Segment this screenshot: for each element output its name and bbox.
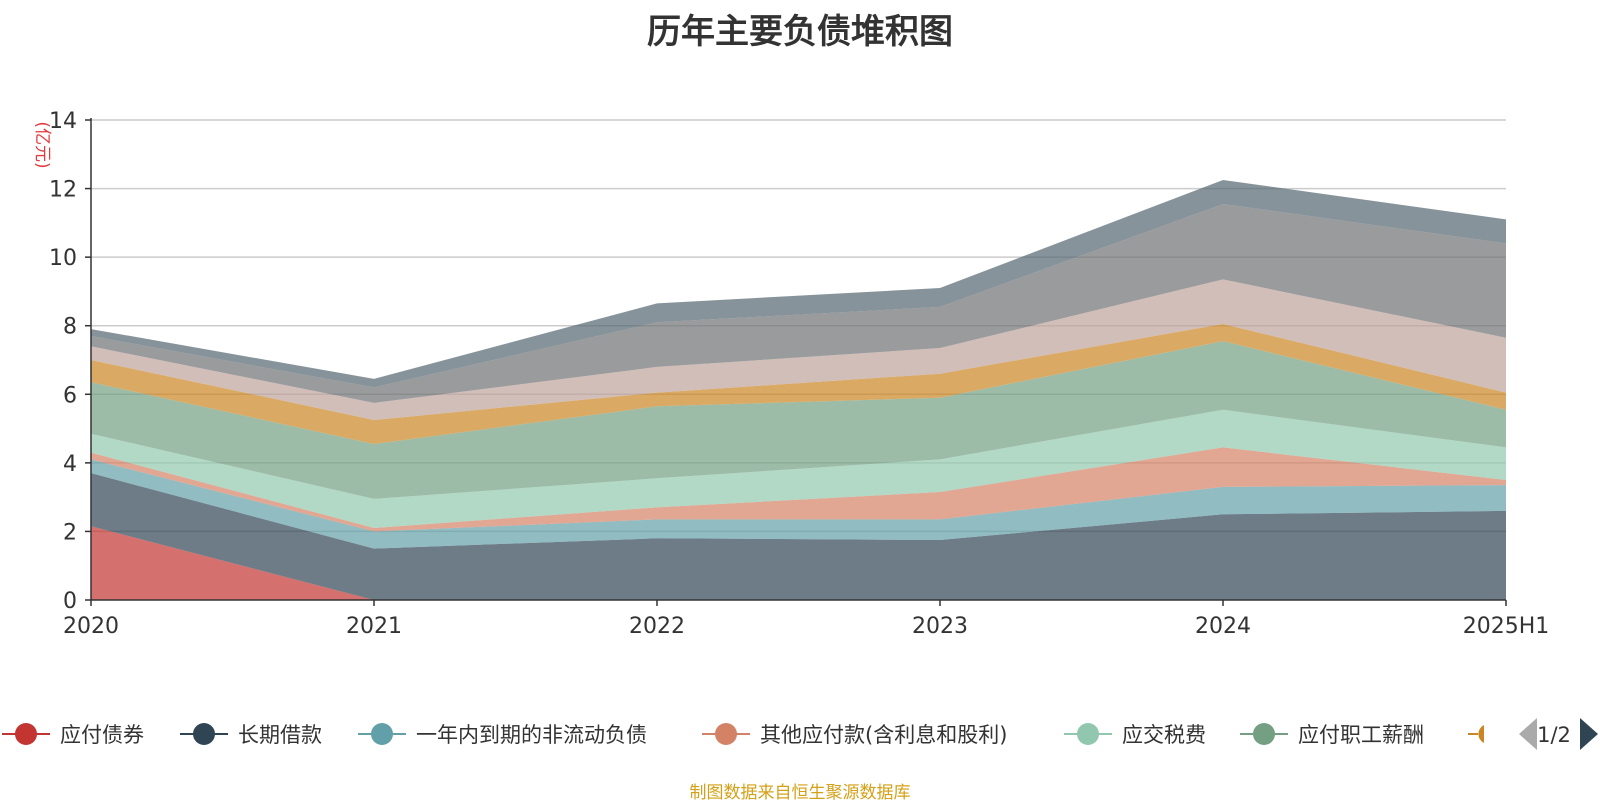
area-series — [91, 409, 1506, 528]
area-series — [91, 324, 1506, 444]
legend-label[interactable]: 其他应付款(含利息和股利) — [760, 723, 1007, 747]
y-tick-label: 12 — [49, 178, 77, 203]
x-tick-label: 2022 — [629, 614, 685, 639]
legend-marker[interactable] — [715, 723, 737, 745]
y-axis-unit-label: (亿元) — [32, 121, 52, 168]
y-tick-label: 8 — [63, 315, 77, 340]
y-tick-label: 6 — [63, 383, 77, 408]
legend-marker[interactable] — [15, 723, 37, 745]
y-tick-label: 4 — [63, 452, 77, 477]
y-tick-label: 0 — [63, 589, 77, 614]
area-series — [91, 204, 1506, 403]
legend-marker[interactable] — [193, 723, 215, 745]
legend-next-icon[interactable] — [1580, 718, 1598, 750]
y-tick-label: 14 — [49, 109, 77, 134]
x-tick-label: 2021 — [346, 614, 402, 639]
area-series — [91, 180, 1506, 388]
chart-title: 历年主要负债堆积图 — [647, 12, 953, 52]
source-note: 制图数据来自恒生聚源数据库 — [689, 783, 911, 803]
x-tick-label: 2025H1 — [1463, 614, 1550, 639]
x-tick-label: 2020 — [63, 614, 119, 639]
area-series — [91, 447, 1506, 532]
y-tick-label: 10 — [49, 246, 77, 271]
area-series — [91, 459, 1506, 549]
legend-label[interactable]: 应付债券 — [60, 723, 144, 747]
x-tick-label: 2024 — [1195, 614, 1251, 639]
legend-label[interactable]: 一年内到期的非流动负债 — [416, 723, 647, 747]
legend-label[interactable]: 应交税费 — [1122, 723, 1206, 747]
y-tick-label: 2 — [63, 520, 77, 545]
area-series — [91, 341, 1506, 499]
legend-marker[interactable] — [1077, 723, 1099, 745]
legend-prev-icon[interactable] — [1519, 718, 1537, 750]
area-series — [91, 526, 1506, 600]
legend-label[interactable]: 应付职工薪酬 — [1298, 723, 1424, 747]
area-series — [91, 473, 1506, 600]
area-series — [91, 279, 1506, 420]
legend-marker-partial[interactable] — [1478, 725, 1484, 743]
legend-marker[interactable] — [371, 723, 393, 745]
x-tick-label: 2023 — [912, 614, 968, 639]
legend-label[interactable]: 长期借款 — [238, 723, 322, 747]
legend-page-indicator: 1/2 — [1537, 723, 1571, 747]
legend-marker[interactable] — [1253, 723, 1275, 745]
